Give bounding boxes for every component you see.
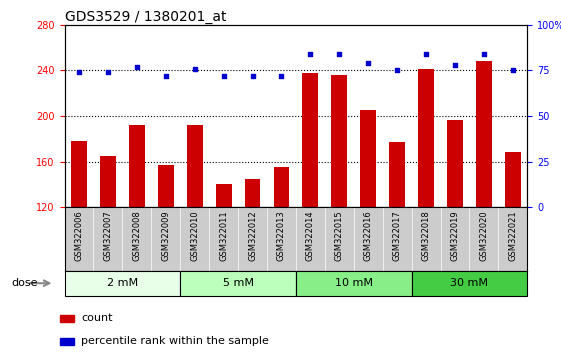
Bar <box>447 120 463 207</box>
Text: GSM322007: GSM322007 <box>103 210 112 261</box>
Text: 2 mM: 2 mM <box>107 278 138 288</box>
Text: GSM322010: GSM322010 <box>190 210 199 261</box>
Text: 5 mM: 5 mM <box>223 278 254 288</box>
Bar <box>60 338 74 346</box>
Point <box>75 69 84 75</box>
Text: count: count <box>81 313 113 322</box>
Text: GDS3529 / 1380201_at: GDS3529 / 1380201_at <box>65 10 226 24</box>
Text: GSM322011: GSM322011 <box>219 210 228 261</box>
Bar <box>412 271 527 296</box>
Bar <box>389 142 405 207</box>
Bar <box>60 315 74 322</box>
Text: GSM322017: GSM322017 <box>393 210 402 261</box>
Point <box>219 73 228 79</box>
Text: GSM322012: GSM322012 <box>248 210 257 261</box>
Point <box>132 64 141 69</box>
Text: percentile rank within the sample: percentile rank within the sample <box>81 336 269 346</box>
Point <box>335 51 344 57</box>
Text: GSM322013: GSM322013 <box>277 210 286 261</box>
Point <box>190 66 199 72</box>
Point <box>508 68 517 73</box>
Bar <box>129 125 145 207</box>
Point <box>480 51 489 57</box>
Point <box>422 51 431 57</box>
Text: GSM322020: GSM322020 <box>480 210 489 261</box>
Bar <box>187 125 203 207</box>
Text: GSM322021: GSM322021 <box>508 210 517 261</box>
Bar <box>158 165 174 207</box>
Text: GSM322016: GSM322016 <box>364 210 373 261</box>
Point <box>277 73 286 79</box>
Text: GSM322006: GSM322006 <box>75 210 84 261</box>
Bar <box>476 61 492 207</box>
Bar <box>180 271 296 296</box>
Text: GSM322018: GSM322018 <box>422 210 431 261</box>
Text: 30 mM: 30 mM <box>450 278 489 288</box>
Bar <box>332 75 347 207</box>
Point <box>364 60 373 66</box>
Text: 10 mM: 10 mM <box>335 278 373 288</box>
Point <box>161 73 170 79</box>
Bar <box>100 156 116 207</box>
Bar <box>296 271 412 296</box>
Bar <box>418 69 434 207</box>
Bar <box>65 271 180 296</box>
Bar <box>505 152 521 207</box>
Text: GSM322008: GSM322008 <box>132 210 141 261</box>
Point <box>450 62 459 68</box>
Text: GSM322019: GSM322019 <box>450 210 459 261</box>
Bar <box>245 179 260 207</box>
Bar <box>274 167 289 207</box>
Text: GSM322015: GSM322015 <box>335 210 344 261</box>
Bar <box>71 141 87 207</box>
Point <box>393 68 402 73</box>
Text: GSM322009: GSM322009 <box>161 210 170 261</box>
Bar <box>360 110 376 207</box>
Point <box>306 51 315 57</box>
Bar <box>215 184 232 207</box>
Text: GSM322014: GSM322014 <box>306 210 315 261</box>
Text: dose: dose <box>11 278 38 288</box>
Point <box>103 69 112 75</box>
Bar <box>302 73 318 207</box>
Point <box>248 73 257 79</box>
